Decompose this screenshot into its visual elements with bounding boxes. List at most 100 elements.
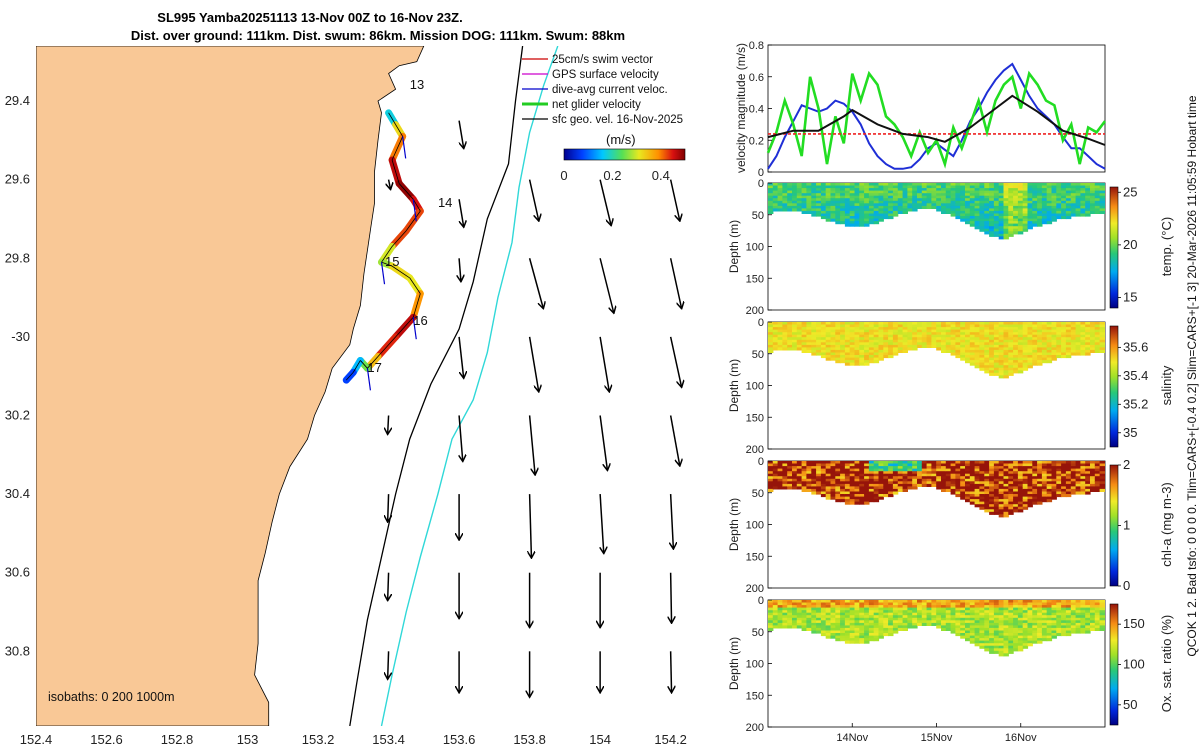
section-cell bbox=[1080, 332, 1086, 336]
section-cell bbox=[979, 605, 985, 609]
section-cell bbox=[969, 633, 976, 637]
section-cell bbox=[1032, 625, 1038, 629]
section-cell bbox=[1099, 324, 1105, 328]
section-cell bbox=[883, 324, 889, 328]
section-cell bbox=[1037, 625, 1043, 629]
section-cell bbox=[854, 347, 860, 351]
section-cell bbox=[1070, 349, 1077, 353]
section-cell bbox=[902, 486, 908, 490]
section-cell bbox=[1003, 499, 1009, 503]
section-cell bbox=[825, 183, 832, 187]
section-cell bbox=[830, 193, 836, 197]
section-cell bbox=[969, 205, 976, 209]
section-cell bbox=[998, 473, 1005, 477]
geostrophic-velocity-vectors bbox=[388, 120, 682, 697]
section-cell bbox=[897, 625, 904, 629]
section-cell bbox=[1065, 478, 1072, 482]
section-cell bbox=[974, 339, 980, 343]
section-cell bbox=[1003, 630, 1009, 634]
section-cell bbox=[888, 468, 894, 472]
section-cell bbox=[979, 483, 985, 487]
section-cell bbox=[816, 491, 822, 495]
section-cell bbox=[1022, 210, 1029, 214]
section-cell bbox=[830, 332, 836, 336]
section-cell bbox=[902, 205, 908, 209]
section-cell bbox=[931, 476, 937, 480]
section-cell bbox=[931, 205, 937, 209]
section-cell bbox=[864, 362, 870, 366]
section-cell bbox=[864, 216, 870, 220]
section-cell bbox=[969, 357, 976, 361]
section-cell bbox=[960, 622, 966, 626]
section-cell bbox=[854, 499, 860, 503]
section-cell bbox=[1051, 617, 1057, 621]
section-cell bbox=[1013, 349, 1019, 353]
section-cell bbox=[878, 463, 884, 467]
section-cell bbox=[993, 473, 1000, 477]
section-cell bbox=[984, 370, 990, 374]
section-cell bbox=[859, 360, 865, 364]
section-cell bbox=[936, 625, 942, 629]
section-cell bbox=[979, 610, 985, 614]
section-cell bbox=[820, 633, 827, 637]
section-cell bbox=[926, 481, 932, 485]
section-cell bbox=[1085, 198, 1091, 202]
section-cell bbox=[816, 486, 822, 490]
section-cell bbox=[854, 337, 860, 341]
section-cell bbox=[1085, 200, 1091, 204]
section-cell bbox=[969, 483, 976, 487]
section-cell bbox=[941, 334, 947, 338]
section-cell bbox=[912, 339, 918, 343]
section-cell bbox=[974, 627, 980, 631]
section-cell bbox=[1037, 600, 1043, 604]
section-cell bbox=[984, 483, 990, 487]
section-cell bbox=[1003, 332, 1009, 336]
section-cell bbox=[974, 615, 980, 619]
section-cell bbox=[907, 473, 913, 477]
section-cell bbox=[1090, 188, 1096, 192]
section-cell bbox=[777, 461, 783, 465]
section-cell bbox=[969, 501, 976, 505]
section-cell bbox=[931, 605, 937, 609]
section-cell bbox=[792, 473, 798, 477]
section-cell bbox=[883, 625, 889, 629]
section-cell bbox=[936, 481, 942, 485]
section-cell bbox=[1027, 362, 1033, 366]
section-cell bbox=[825, 615, 832, 619]
section-cell bbox=[907, 602, 913, 606]
section-cell bbox=[989, 185, 995, 189]
section-cell bbox=[801, 483, 807, 487]
section-cell bbox=[936, 622, 942, 626]
section-cell bbox=[844, 617, 851, 621]
section-cell bbox=[844, 635, 851, 639]
section-cell bbox=[1061, 461, 1067, 465]
section-cell bbox=[969, 615, 976, 619]
section-cell bbox=[811, 476, 817, 480]
section-cell bbox=[844, 185, 851, 189]
section-cell bbox=[902, 488, 908, 492]
section-cell bbox=[1003, 506, 1009, 510]
section-cell bbox=[782, 185, 788, 189]
section-cell bbox=[811, 322, 817, 326]
section-cell bbox=[907, 476, 913, 480]
section-cell bbox=[792, 461, 798, 465]
section-cell bbox=[989, 511, 995, 515]
section-cell bbox=[1099, 468, 1105, 472]
section-cell bbox=[840, 208, 846, 212]
section-cell bbox=[787, 329, 793, 333]
section-cell bbox=[926, 461, 932, 465]
legend-entry-label: dive-avg current veloc. bbox=[552, 84, 668, 96]
section-cell bbox=[1003, 193, 1009, 197]
section-cell bbox=[993, 630, 1000, 634]
section-cell bbox=[1070, 198, 1077, 202]
section-cell bbox=[782, 461, 788, 465]
section-cell bbox=[892, 203, 899, 207]
section-cell bbox=[979, 625, 985, 629]
section-cell bbox=[768, 324, 774, 328]
section-cell bbox=[772, 183, 779, 187]
section-cell bbox=[849, 188, 856, 192]
section-cell bbox=[849, 627, 856, 631]
section-cell bbox=[835, 347, 841, 351]
section-cell bbox=[1022, 216, 1029, 220]
section-cell bbox=[768, 610, 774, 614]
